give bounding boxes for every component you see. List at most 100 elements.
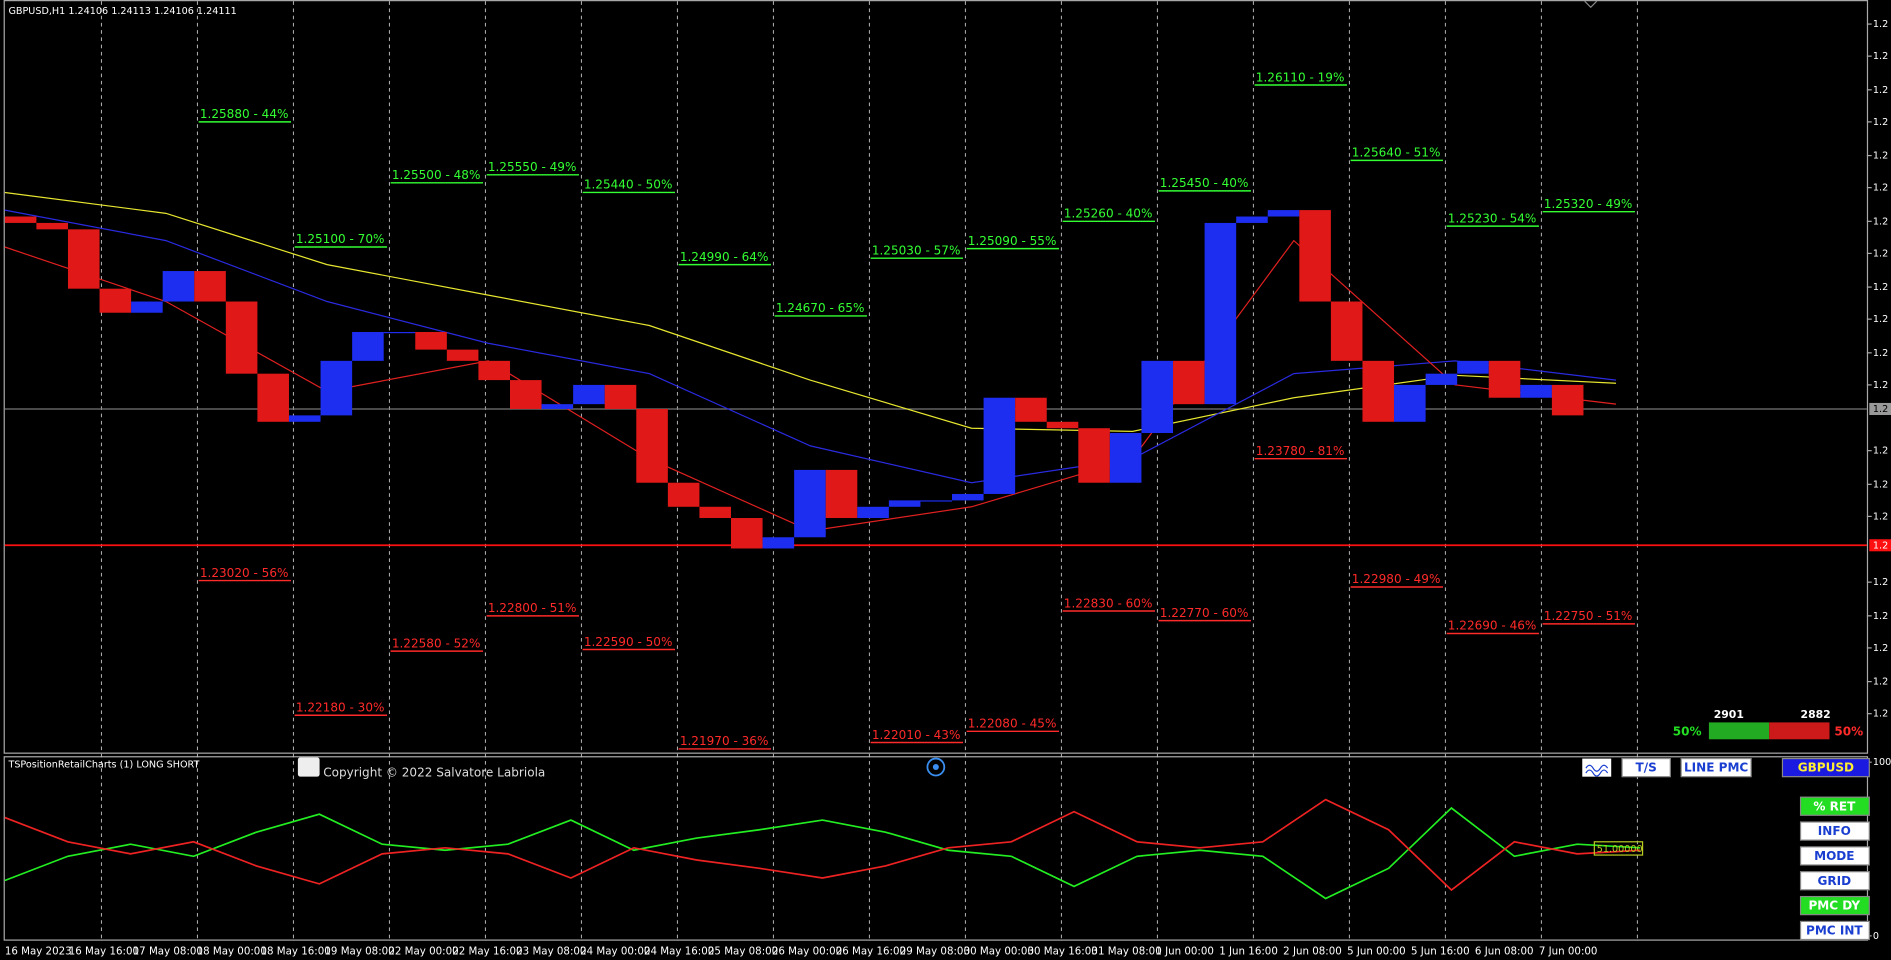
time-label: 5 Jun 16:00 bbox=[1411, 946, 1470, 958]
top-button[interactable] bbox=[1781, 757, 1870, 778]
price-move bbox=[952, 493, 984, 501]
long-percent: 50% bbox=[1673, 725, 1702, 739]
logo bbox=[297, 757, 320, 777]
level-label: 1.25550 - 49% bbox=[488, 160, 577, 174]
side-button-label[interactable]: GRID bbox=[1817, 874, 1851, 888]
time-label: 23 May 08:00 bbox=[516, 946, 586, 958]
indicator-short bbox=[4, 798, 1641, 892]
value-box bbox=[1593, 841, 1644, 856]
wave-button[interactable] bbox=[1582, 758, 1612, 777]
time-label: 29 May 08:00 bbox=[900, 946, 970, 958]
side-button[interactable] bbox=[1799, 871, 1870, 891]
level-label: 1.25440 - 50% bbox=[584, 178, 673, 192]
side-button-label[interactable]: % RET bbox=[1813, 799, 1856, 813]
price-move bbox=[446, 349, 479, 361]
price-move bbox=[1141, 360, 1174, 434]
level-label: 1.22590 - 50% bbox=[584, 635, 673, 649]
price-move bbox=[67, 229, 100, 289]
top-button-label[interactable]: GBPUSD bbox=[1798, 761, 1854, 775]
level-label: 1.22980 - 49% bbox=[1352, 572, 1441, 586]
top-button[interactable] bbox=[1680, 757, 1752, 778]
price-move bbox=[604, 384, 637, 409]
short-count: 2882 bbox=[1801, 708, 1831, 721]
price-move bbox=[415, 331, 447, 350]
price-tick-label: 1.2 bbox=[1873, 643, 1888, 654]
symbol-header: GBPUSD,H1 1.24106 1.24113 1.24106 1.2411… bbox=[8, 6, 236, 17]
level-label: 1.22690 - 46% bbox=[1448, 619, 1537, 633]
level-label: 1.22750 - 51% bbox=[1544, 609, 1633, 623]
price-move bbox=[731, 518, 763, 549]
time-label: 24 May 00:00 bbox=[580, 946, 650, 958]
price-move bbox=[857, 506, 889, 519]
time-grid bbox=[100, 1, 1638, 941]
level-label: 1.22080 - 45% bbox=[968, 717, 1057, 731]
price-move bbox=[1488, 360, 1521, 398]
price-move bbox=[1204, 222, 1237, 405]
top-button[interactable] bbox=[1621, 757, 1671, 778]
price-move bbox=[573, 384, 605, 405]
level-label: 1.22800 - 51% bbox=[488, 601, 577, 615]
price-tick-label: 1.2 bbox=[1873, 248, 1888, 259]
price-move bbox=[320, 360, 353, 416]
red-line-label: 1.2 bbox=[1873, 540, 1888, 551]
time-label: 1 Jun 16:00 bbox=[1219, 946, 1278, 958]
side-button[interactable] bbox=[1799, 821, 1870, 841]
price-move bbox=[794, 469, 826, 538]
price-move bbox=[99, 288, 132, 313]
time-label: 19 May 08:00 bbox=[324, 946, 394, 958]
level-label: 1.24670 - 65% bbox=[776, 301, 865, 315]
price-tick-label: 1.2 bbox=[1873, 216, 1888, 227]
price-tick-label: 1.2 bbox=[1873, 282, 1888, 293]
time-label: 18 May 00:00 bbox=[197, 946, 267, 958]
price-move bbox=[762, 537, 795, 549]
price-tick-label: 1.2 bbox=[1873, 183, 1888, 194]
side-button-label[interactable]: INFO bbox=[1818, 824, 1851, 838]
price-tick-label: 1.2 bbox=[1873, 380, 1888, 391]
price-move bbox=[920, 500, 953, 502]
price-move bbox=[1299, 210, 1331, 302]
level-label: 1.21970 - 36% bbox=[680, 734, 769, 748]
price-move bbox=[257, 373, 289, 422]
price-move bbox=[194, 271, 226, 302]
time-label: 5 Jun 00:00 bbox=[1347, 946, 1406, 958]
level-label: 1.25450 - 40% bbox=[1160, 176, 1249, 190]
side-button[interactable] bbox=[1799, 895, 1870, 916]
long-count: 2901 bbox=[1714, 708, 1744, 721]
price-move bbox=[131, 301, 163, 313]
side-button-label[interactable]: PMC DY bbox=[1808, 899, 1860, 913]
time-label: 17 May 08:00 bbox=[133, 946, 203, 958]
level-label: 1.25640 - 51% bbox=[1352, 146, 1441, 160]
price-move bbox=[825, 469, 858, 519]
level-label: 1.25090 - 55% bbox=[968, 234, 1057, 248]
level-label: 1.22180 - 30% bbox=[296, 701, 385, 715]
price-tick-label: 1.2 bbox=[1873, 51, 1888, 62]
level-label: 1.25880 - 44% bbox=[200, 107, 289, 121]
time-label: 6 Jun 08:00 bbox=[1475, 946, 1534, 958]
price-tick-label: 1.2 bbox=[1873, 611, 1888, 622]
price-move bbox=[1173, 360, 1205, 405]
target-icon[interactable] bbox=[926, 757, 946, 777]
moving-average bbox=[4, 209, 1617, 484]
top-button-label[interactable]: T/S bbox=[1636, 761, 1657, 775]
price-move bbox=[699, 506, 732, 519]
side-button[interactable] bbox=[1799, 796, 1870, 816]
price-move bbox=[162, 271, 195, 302]
level-label: 1.25500 - 48% bbox=[392, 168, 481, 182]
short-percent: 50% bbox=[1834, 725, 1863, 739]
price-move bbox=[1267, 210, 1300, 217]
bid-line-label: 1.2 bbox=[1873, 404, 1888, 415]
price-tick-label: 1.2 bbox=[1873, 19, 1888, 30]
price-tick-label: 1.2 bbox=[1873, 314, 1888, 325]
level-label: 1.25230 - 54% bbox=[1448, 211, 1537, 225]
side-button-label[interactable]: PMC INT bbox=[1806, 924, 1863, 938]
price-move bbox=[509, 380, 542, 409]
side-button[interactable] bbox=[1799, 846, 1870, 866]
side-button-label[interactable]: MODE bbox=[1814, 849, 1854, 863]
side-button[interactable] bbox=[1799, 920, 1870, 941]
price-move bbox=[288, 415, 321, 422]
top-button-label[interactable]: LINE PMC bbox=[1684, 761, 1748, 775]
red-line-box bbox=[1869, 539, 1891, 552]
price-move bbox=[1078, 428, 1110, 483]
price-move bbox=[1425, 373, 1458, 385]
